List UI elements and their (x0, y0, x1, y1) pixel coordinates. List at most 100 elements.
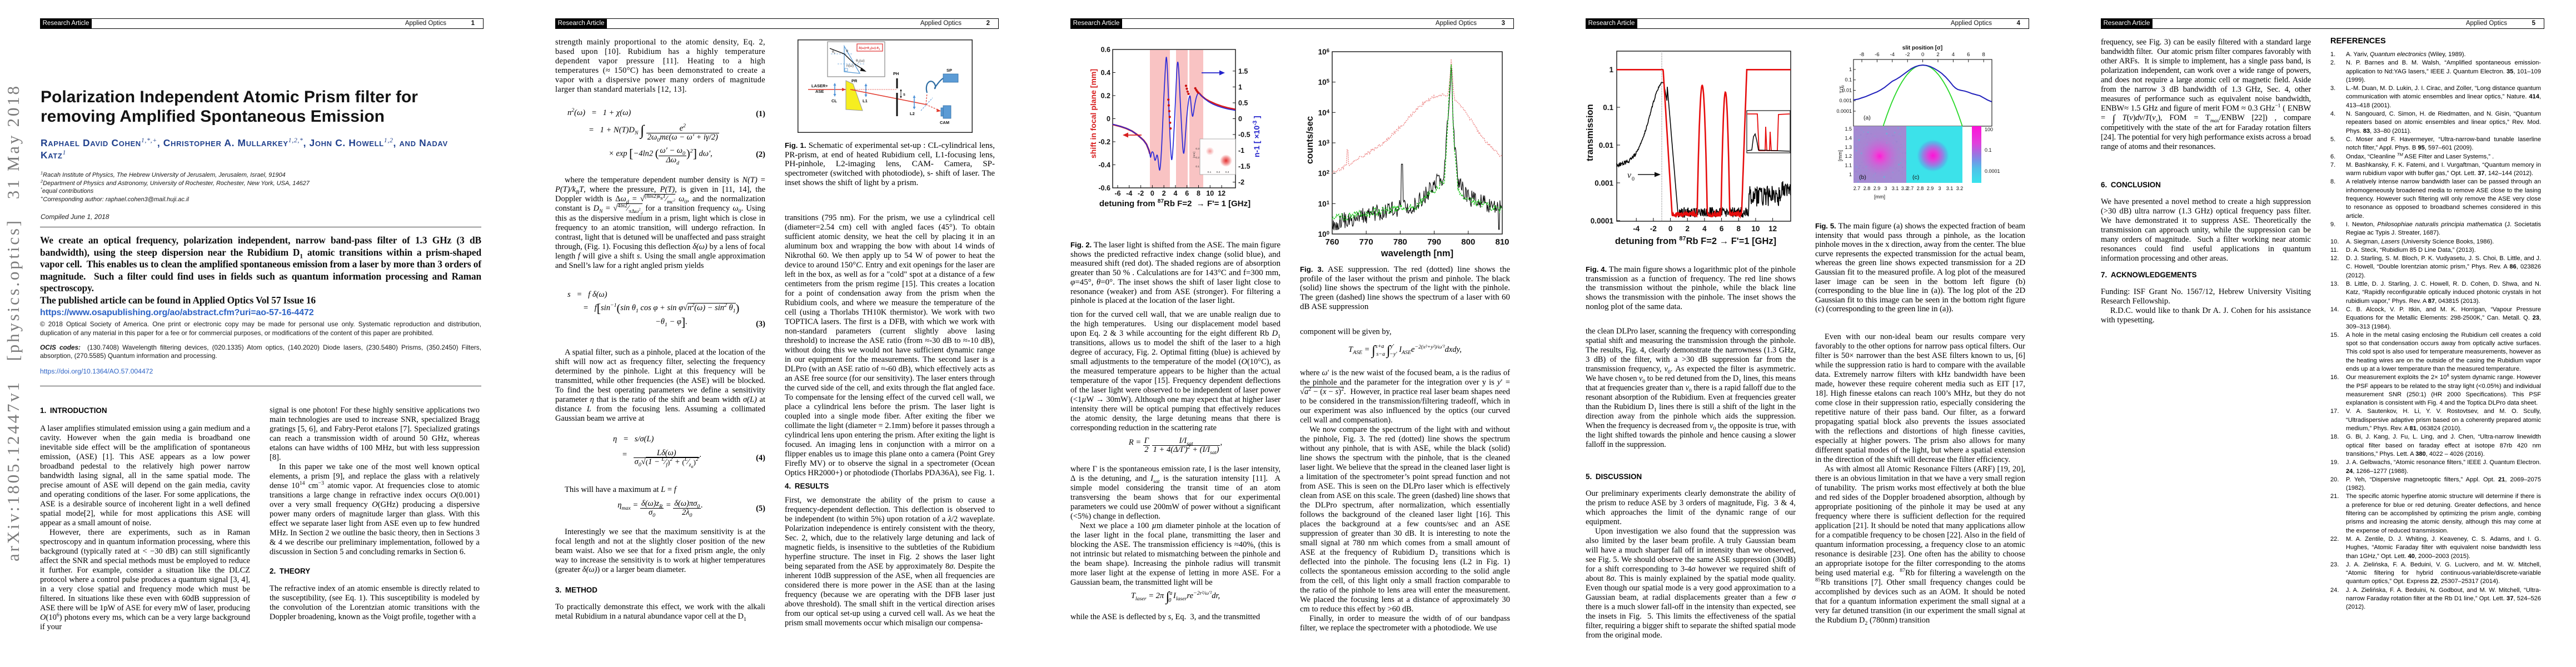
svg-text:810: 810 (1495, 237, 1509, 247)
svg-text:0: 0 (1107, 115, 1110, 123)
svg-text:10: 10 (1206, 190, 1214, 197)
svg-text:0.2: 0.2 (1217, 171, 1220, 174)
svg-text:0: 0 (1921, 52, 1924, 58)
svg-text:0.0001: 0.0001 (1985, 168, 2000, 174)
svg-text:2.9: 2.9 (1874, 186, 1881, 191)
svg-text:6: 6 (1185, 190, 1189, 197)
svg-text:105: 105 (1318, 78, 1330, 87)
svg-text:0.1: 0.1 (1195, 165, 1199, 168)
svg-text:(b): (b) (1859, 174, 1866, 181)
svg-text:3.2: 3.2 (1901, 186, 1909, 191)
svg-text:2.9: 2.9 (1927, 186, 1934, 191)
svg-text:0.3: 0.3 (1225, 171, 1229, 174)
svg-text:12: 12 (1768, 225, 1777, 233)
svg-text:0.0001: 0.0001 (1591, 217, 1614, 225)
svg-text:[mm]: [mm] (1837, 150, 1843, 161)
svg-text:0: 0 (1238, 115, 1242, 123)
svg-text:8: 8 (1982, 52, 1985, 58)
svg-text:3: 3 (1884, 186, 1887, 191)
svg-text:δ(ω)=θ: δ(ω)=θ (859, 47, 869, 50)
svg-text:0: 0 (1841, 85, 1845, 87)
svg-text:[mm]: [mm] (1874, 194, 1885, 200)
svg-text:CL: CL (831, 98, 837, 103)
svg-text:0.1: 0.1 (1208, 171, 1212, 174)
svg-text:-2: -2 (1138, 190, 1144, 197)
svg-text:PH: PH (893, 71, 899, 76)
svg-text:4: 4 (1174, 190, 1178, 197)
svg-text:2.7: 2.7 (1907, 186, 1914, 191)
svg-text:1: 1 (1609, 66, 1613, 74)
svg-text:-1: -1 (1238, 147, 1244, 155)
svg-text:-0.6: -0.6 (1098, 185, 1110, 192)
svg-text:(c): (c) (1912, 174, 1919, 181)
svg-text:s: s (903, 93, 905, 97)
svg-text:ν: ν (1627, 171, 1632, 180)
svg-text:0.01: 0.01 (1599, 141, 1614, 150)
svg-text:2.7: 2.7 (1853, 186, 1861, 191)
svg-text:LASER+: LASER+ (811, 83, 828, 88)
svg-text:T/T: T/T (1839, 86, 1845, 93)
svg-text:0.1: 0.1 (1845, 77, 1852, 83)
svg-text:8: 8 (1197, 190, 1200, 197)
svg-text:n(ω): n(ω) (846, 64, 854, 68)
svg-text:[mm]: [mm] (1193, 152, 1196, 158)
svg-text:0.3: 0.3 (1195, 147, 1199, 151)
svg-text:-0.5: -0.5 (1238, 131, 1250, 139)
svg-text:2: 2 (1685, 225, 1690, 233)
svg-text:-0.4: -0.4 (1098, 161, 1110, 169)
svg-text:2.8: 2.8 (1864, 186, 1871, 191)
svg-text:0.001: 0.001 (1595, 179, 1613, 187)
svg-text:-1.5: -1.5 (1238, 163, 1250, 171)
svg-text:-2: -2 (1905, 52, 1910, 58)
svg-text:0.5: 0.5 (1238, 99, 1248, 107)
svg-text:3.2: 3.2 (1956, 186, 1964, 191)
svg-text:0.6: 0.6 (1101, 46, 1110, 54)
svg-text:1.5: 1.5 (1238, 67, 1248, 75)
svg-text:0.4: 0.4 (1101, 69, 1110, 77)
svg-text:4: 4 (1702, 225, 1707, 233)
svg-text:2: 2 (1936, 52, 1939, 58)
svg-text:790: 790 (1427, 237, 1441, 247)
svg-text:4: 4 (1952, 52, 1955, 58)
svg-text:shift in focal plane [mm]: shift in focal plane [mm] (1089, 69, 1098, 158)
svg-text:PR: PR (851, 78, 858, 83)
svg-text:1: 1 (1849, 172, 1852, 177)
svg-text:3.1: 3.1 (1892, 186, 1899, 191)
svg-text:0: 0 (1668, 225, 1673, 233)
svg-text:102: 102 (1318, 170, 1329, 178)
svg-text:1.5: 1.5 (1845, 126, 1852, 132)
svg-text:100: 100 (1985, 127, 1993, 132)
svg-text:780: 780 (1393, 237, 1407, 247)
svg-text:θ1: θ1 (832, 50, 836, 54)
svg-text:2: 2 (870, 48, 871, 51)
svg-text:-0.2: -0.2 (1098, 138, 1110, 146)
svg-text:ASE: ASE (815, 89, 824, 94)
svg-text:L2: L2 (910, 111, 915, 116)
svg-text:3.1: 3.1 (1946, 186, 1954, 191)
svg-text:1.4: 1.4 (1845, 135, 1852, 141)
svg-text:0.1: 0.1 (1985, 147, 1992, 153)
svg-text:1.3: 1.3 (1845, 145, 1852, 150)
svg-text:L1: L1 (863, 98, 868, 103)
svg-text:wavelength [nm]: wavelength [nm] (1381, 248, 1453, 258)
svg-text:0.2: 0.2 (1195, 156, 1199, 160)
svg-text:104: 104 (1318, 108, 1330, 117)
svg-text:2: 2 (1162, 190, 1166, 197)
svg-text:-4: -4 (1126, 190, 1132, 197)
svg-text:n-1 [ ×10-3 ]: n-1 [ ×10-3 ] (1252, 116, 1261, 157)
svg-text:0.0001: 0.0001 (1836, 108, 1852, 114)
svg-text:-4: -4 (1890, 52, 1895, 58)
svg-text:0: 0 (1632, 176, 1635, 182)
svg-text:1.2: 1.2 (1845, 153, 1852, 159)
svg-text:12: 12 (1218, 190, 1225, 197)
svg-text:φ: φ (846, 49, 848, 53)
svg-text:101: 101 (1318, 200, 1330, 208)
svg-text:1: 1 (1238, 83, 1242, 91)
svg-text:SP: SP (946, 68, 952, 73)
svg-text:transmission: transmission (1585, 104, 1595, 161)
svg-text:θ2(ω): θ2(ω) (856, 59, 865, 63)
svg-text:6: 6 (1967, 52, 1970, 58)
svg-text:770: 770 (1359, 237, 1373, 247)
svg-text:8: 8 (1737, 225, 1741, 233)
svg-text:-4: -4 (1633, 225, 1640, 233)
